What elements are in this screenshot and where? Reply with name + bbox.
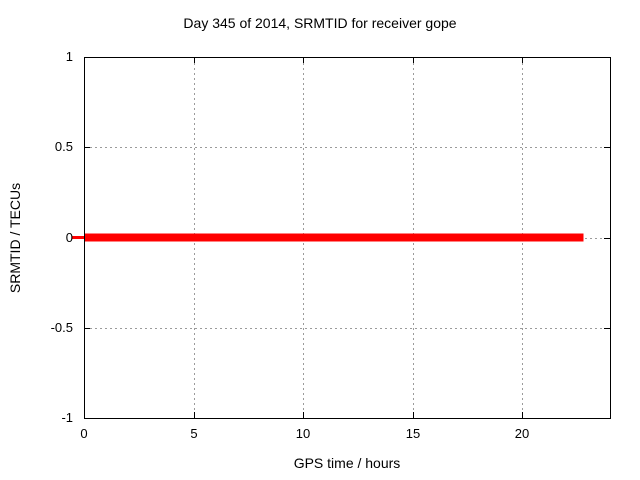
x-tick-label: 20 [514,426,530,441]
x-tick-label: 10 [295,426,311,441]
plot-border [84,57,611,419]
y-tick-label: 0.5 [54,139,73,154]
x-tick-label: 5 [190,426,198,441]
chart-title: Day 345 of 2014, SRMTID for receiver gop… [183,15,457,31]
y-tick-label: 0 [65,230,73,245]
x-tick-label: 15 [405,426,421,441]
x-axis-label: GPS time / hours [293,455,401,471]
y-tick-label: 1 [65,49,73,64]
y-tick-label: -1 [61,410,73,425]
y-tick-label: -0.5 [50,320,73,335]
x-tick-label: 0 [80,426,88,441]
